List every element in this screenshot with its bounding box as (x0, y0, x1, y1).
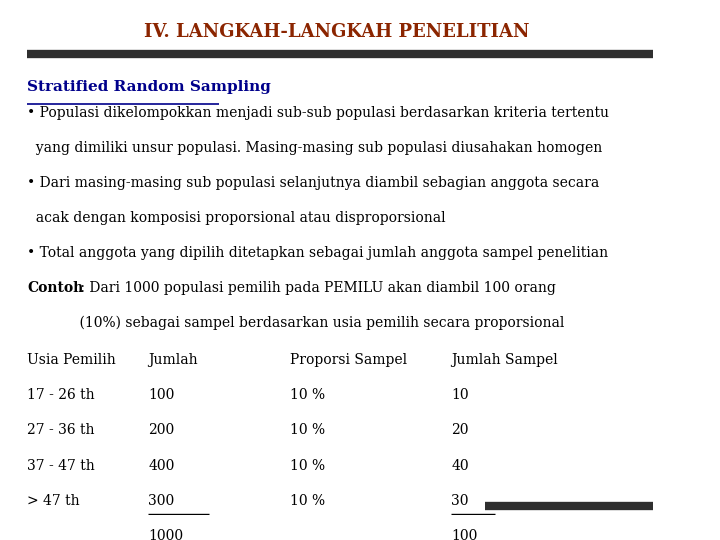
Text: acak dengan komposisi proporsional atau disproporsional: acak dengan komposisi proporsional atau … (27, 211, 446, 225)
Text: 30: 30 (451, 494, 469, 508)
Text: > 47 th: > 47 th (27, 494, 80, 508)
Text: 100: 100 (148, 388, 174, 402)
Text: yang dimiliki unsur populasi. Masing-masing sub populasi diusahakan homogen: yang dimiliki unsur populasi. Masing-mas… (27, 140, 602, 154)
Text: Stratified Random Sampling: Stratified Random Sampling (27, 80, 271, 94)
Text: • Total anggota yang dipilih ditetapkan sebagai jumlah anggota sampel penelitian: • Total anggota yang dipilih ditetapkan … (27, 246, 608, 260)
Text: 200: 200 (148, 423, 174, 437)
Text: 20: 20 (451, 423, 469, 437)
Text: IV. LANGKAH-LANGKAH PENELITIAN: IV. LANGKAH-LANGKAH PENELITIAN (144, 23, 530, 41)
Text: 10: 10 (451, 388, 469, 402)
Text: 10 %: 10 % (289, 458, 325, 472)
Text: 17 - 26 th: 17 - 26 th (27, 388, 94, 402)
Text: Usia Pemilih: Usia Pemilih (27, 353, 116, 367)
Text: • Dari masing-masing sub populasi selanjutnya diambil sebagian anggota secara: • Dari masing-masing sub populasi selanj… (27, 176, 599, 190)
Text: Jumlah: Jumlah (148, 353, 198, 367)
Text: 40: 40 (451, 458, 469, 472)
Text: 400: 400 (148, 458, 174, 472)
Text: : Dari 1000 populasi pemilih pada PEMILU akan diambil 100 orang: : Dari 1000 populasi pemilih pada PEMILU… (76, 281, 556, 295)
Text: 10 %: 10 % (289, 423, 325, 437)
Text: • Populasi dikelompokkan menjadi sub-sub populasi berdasarkan kriteria tertentu: • Populasi dikelompokkan menjadi sub-sub… (27, 106, 609, 120)
Text: 27 - 36 th: 27 - 36 th (27, 423, 94, 437)
Text: 37 - 47 th: 37 - 47 th (27, 458, 95, 472)
Text: 1000: 1000 (148, 529, 184, 540)
Text: Proporsi Sampel: Proporsi Sampel (289, 353, 407, 367)
Text: Contoh: Contoh (27, 281, 84, 295)
Text: 10 %: 10 % (289, 388, 325, 402)
Text: 10 %: 10 % (289, 494, 325, 508)
Text: Jumlah Sampel: Jumlah Sampel (451, 353, 558, 367)
Text: 100: 100 (451, 529, 478, 540)
Text: 300: 300 (148, 494, 174, 508)
Text: (10%) sebagai sampel berdasarkan usia pemilih secara proporsional: (10%) sebagai sampel berdasarkan usia pe… (27, 316, 564, 330)
